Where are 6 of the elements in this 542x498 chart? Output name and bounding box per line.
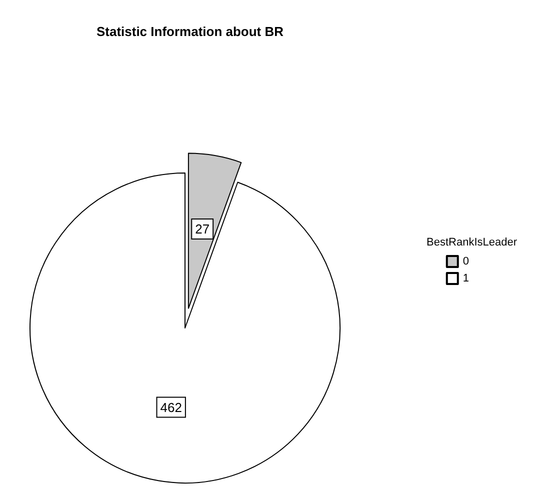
data-label: 27: [195, 222, 210, 237]
legend-label: 1: [462, 272, 470, 284]
legend-label: 0: [462, 256, 470, 268]
legend-title: BestRankIsLeader: [426, 236, 518, 248]
chart-title: Statistic Information about BR: [96, 24, 284, 39]
data-label: 462: [160, 400, 182, 415]
